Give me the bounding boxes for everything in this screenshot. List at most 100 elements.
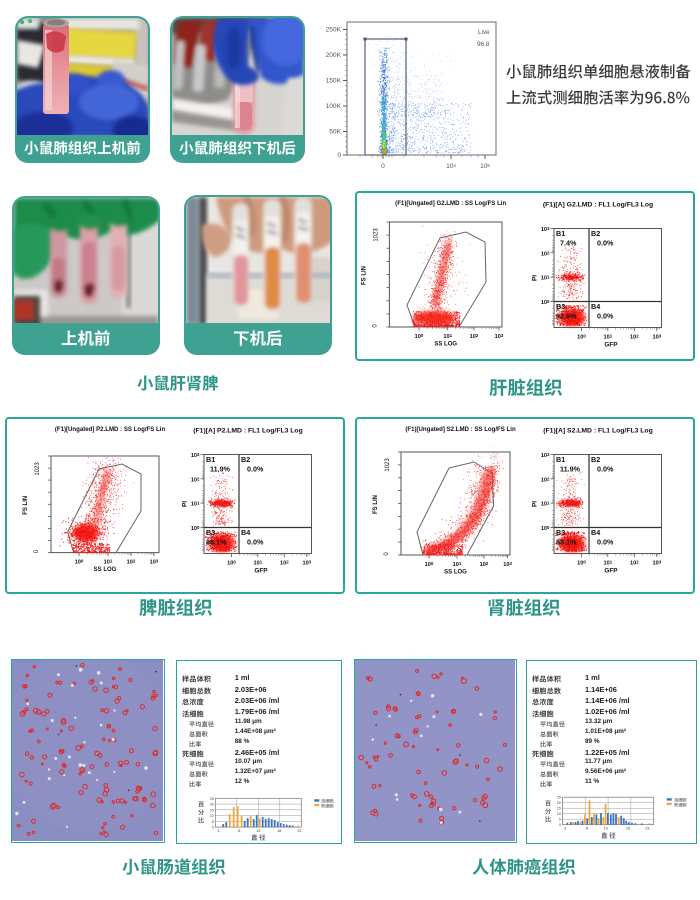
svg-text:100: 100 [577,559,586,566]
svg-text:1023: 1023 [385,458,391,472]
svg-text:(F1)[A] G2.LMD : FL1 Log/FL3 L: (F1)[A] G2.LMD : FL1 Log/FL3 Log [543,202,653,209]
svg-text:101: 101 [541,500,550,507]
svg-text:103: 103 [541,226,550,233]
svg-text:100: 100 [541,299,550,306]
svg-text:0.0%: 0.0% [247,538,264,547]
svg-text:101: 101 [453,561,462,568]
svg-text:250K: 250K [326,27,342,34]
svg-text:150K: 150K [326,78,342,85]
svg-text:101: 101 [443,333,452,340]
svg-text:0.0%: 0.0% [597,312,614,321]
svg-text:1023: 1023 [35,462,41,476]
svg-text:0.0%: 0.0% [597,538,614,547]
svg-text:0: 0 [381,163,385,170]
svg-text:103: 103 [503,561,512,568]
svg-text:10: 10 [557,812,561,816]
svg-text:104: 104 [446,163,456,171]
svg-text:SS LOG: SS LOG [94,567,117,573]
svg-text:PI: PI [532,501,539,507]
svg-text:5: 5 [559,818,561,822]
svg-text:0: 0 [337,152,341,159]
svg-text:SS LOG: SS LOG [444,570,467,576]
svg-text:B3: B3 [556,302,565,311]
svg-text:101: 101 [603,333,612,340]
svg-text:102: 102 [280,559,289,566]
svg-text:103: 103 [150,558,159,565]
svg-text:101: 101 [603,559,612,566]
svg-text:0.0%: 0.0% [597,239,614,248]
svg-text:(F1)[A] S2.LMD : FL1 Log/FL3 L: (F1)[A] S2.LMD : FL1 Log/FL3 Log [543,428,653,435]
svg-text:102: 102 [630,559,639,566]
svg-text:23: 23 [297,829,301,833]
svg-text:11.9%: 11.9% [210,465,231,474]
svg-text:200K: 200K [326,52,342,59]
svg-text:B2: B2 [591,455,600,464]
svg-text:23: 23 [645,827,649,831]
svg-text:PI: PI [182,501,189,507]
svg-text:15: 15 [557,807,561,811]
svg-text:0.0%: 0.0% [247,465,264,474]
svg-text:88.1%: 88.1% [556,538,577,547]
svg-text:FS LIN: FS LIN [373,495,379,514]
svg-text:102: 102 [470,333,479,340]
svg-text:103: 103 [495,333,504,340]
svg-text:B1: B1 [556,229,565,238]
svg-text:0: 0 [34,549,40,553]
svg-text:7.4%: 7.4% [560,239,577,248]
svg-text:20: 20 [557,801,561,805]
svg-text:100K: 100K [326,103,342,110]
svg-text:50K: 50K [329,129,341,136]
svg-text:(F1)[A] P2.LMD : FL1 Log/FL3 L: (F1)[A] P2.LMD : FL1 Log/FL3 Log [193,428,303,435]
svg-text:0: 0 [559,823,561,827]
svg-text:100: 100 [425,561,434,568]
svg-text:GFP: GFP [604,342,618,349]
svg-text:25: 25 [557,796,561,800]
svg-text:SS LOG: SS LOG [434,342,457,348]
svg-text:103: 103 [652,333,661,340]
svg-text:B3: B3 [206,528,215,537]
svg-text:B1: B1 [206,455,215,464]
svg-text:103: 103 [191,452,200,459]
svg-text:13: 13 [256,829,260,833]
svg-text:100: 100 [541,525,550,532]
svg-text:18: 18 [626,827,630,831]
svg-text:100: 100 [75,558,84,565]
svg-text:0: 0 [384,552,390,556]
svg-text:1023: 1023 [373,228,379,242]
svg-text:103: 103 [541,452,550,459]
svg-text:102: 102 [480,561,489,568]
svg-text:101: 101 [541,274,550,281]
svg-text:3: 3 [217,829,219,833]
svg-text:102: 102 [541,476,550,483]
svg-text:88.1%: 88.1% [206,538,227,547]
svg-text:5: 5 [211,820,213,824]
svg-text:101: 101 [253,559,262,566]
svg-text:96.8: 96.8 [477,41,490,48]
svg-text:Live: Live [478,29,490,36]
svg-text:PI: PI [532,275,539,281]
svg-text:100: 100 [191,525,200,532]
svg-text:101: 101 [191,500,200,507]
svg-text:103: 103 [302,559,311,566]
svg-text:(F1)[Ungated] G2.LMD : SS Log/: (F1)[Ungated] G2.LMD : SS Log/FS Lin [395,200,506,207]
svg-text:0: 0 [372,324,378,328]
svg-text:3: 3 [564,827,566,831]
svg-text:25: 25 [210,797,214,801]
svg-text:101: 101 [104,558,113,565]
svg-text:8: 8 [238,829,240,833]
svg-text:100: 100 [415,333,424,340]
svg-text:B1: B1 [556,455,565,464]
svg-text:10: 10 [210,814,214,818]
svg-text:18: 18 [277,829,281,833]
svg-text:B2: B2 [591,229,600,238]
svg-text:102: 102 [191,476,200,483]
svg-text:B2: B2 [241,455,250,464]
svg-text:GFP: GFP [254,568,268,575]
svg-text:0.0%: 0.0% [597,465,614,474]
svg-text:(F1)[Ungated] P2.LMD : SS Log/: (F1)[Ungated] P2.LMD : SS Log/FS Lin [55,426,166,433]
svg-text:15: 15 [210,809,214,813]
svg-text:92.6%: 92.6% [556,312,577,321]
svg-text:B4: B4 [591,528,600,537]
svg-text:102: 102 [541,250,550,257]
svg-text:GFP: GFP [604,568,618,575]
